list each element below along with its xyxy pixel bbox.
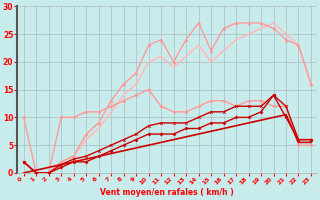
X-axis label: Vent moyen/en rafales ( km/h ): Vent moyen/en rafales ( km/h ) [100,188,234,197]
